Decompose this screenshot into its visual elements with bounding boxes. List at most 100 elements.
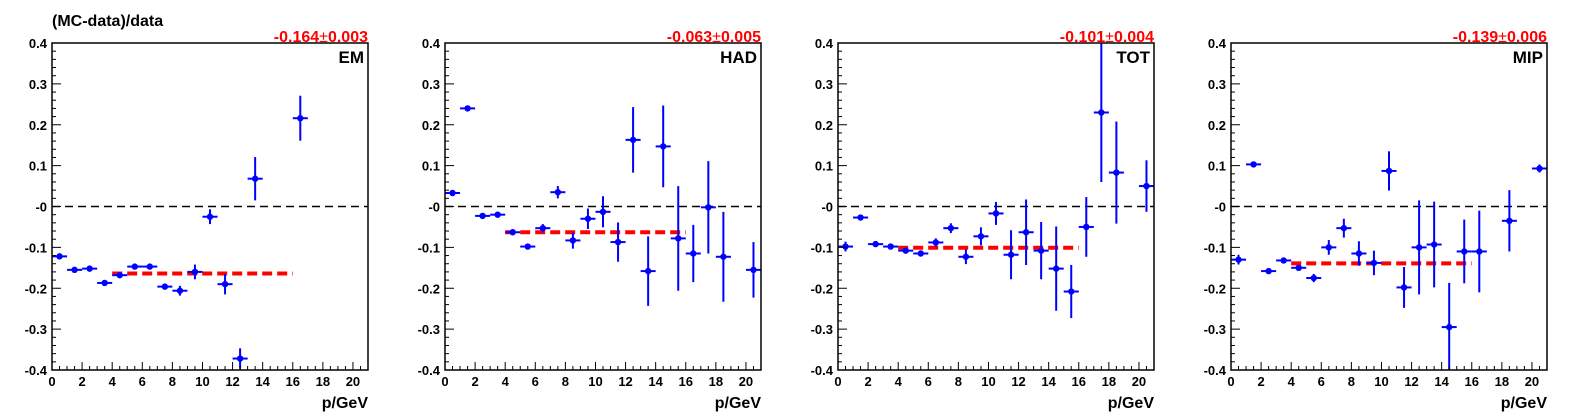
data-point	[1411, 200, 1427, 295]
fit-error: 0.006	[1507, 29, 1547, 46]
y-tick-label: 0.1	[1208, 159, 1226, 174]
point-marker	[146, 263, 154, 270]
point-marker	[1445, 323, 1453, 331]
data-point	[127, 263, 143, 270]
data-point	[460, 105, 476, 112]
data-point	[505, 229, 521, 236]
data-point	[1456, 219, 1472, 284]
panel-tot: 0 2 4 6 8 10 12 14 16 18 20 -0.4 -0.3 -0.2 -0.1 -0 0.1 0.…	[811, 29, 1155, 412]
x-tick-label: 4	[895, 374, 903, 389]
point-marker	[71, 266, 78, 274]
x-tick-label: 14	[648, 374, 663, 389]
data-point	[1351, 241, 1367, 266]
panel-em: 0 2 4 6 8 10 12 14 16 18 20 -0.4 -0.3 -0.2 -0.1 -0 0.1 0.…	[25, 29, 369, 412]
data-point	[535, 224, 551, 233]
data-point	[670, 186, 686, 291]
x-tick-label: 4	[1288, 374, 1296, 389]
y-tick-label: 0.3	[422, 77, 440, 92]
panel-label: MIP	[1513, 48, 1543, 67]
x-tick-label: 2	[471, 374, 478, 389]
point-marker	[705, 204, 712, 211]
x-tick-label: 4	[502, 374, 510, 389]
point-marker	[86, 265, 93, 272]
point-marker	[1113, 169, 1120, 176]
data-point	[1093, 43, 1109, 182]
data-point	[202, 209, 218, 225]
point-marker	[1310, 274, 1317, 282]
y-tick-label: -0.4	[418, 363, 441, 378]
point-marker	[675, 235, 682, 242]
fit-value: -0.101	[1060, 29, 1105, 46]
point-marker	[56, 253, 63, 260]
data-point	[550, 186, 566, 199]
x-tick-label: 0	[441, 374, 448, 389]
data-point	[232, 348, 248, 369]
data-point	[292, 95, 308, 141]
data-point	[913, 250, 929, 257]
data-point	[157, 283, 173, 290]
data-point	[1471, 210, 1487, 293]
point-marker	[629, 136, 637, 144]
point-marker	[932, 239, 940, 246]
data-point	[1396, 266, 1412, 308]
x-tick-label: 6	[139, 374, 146, 389]
point-marker	[1506, 217, 1513, 225]
y-tick-label: -0	[35, 200, 47, 215]
x-tick-label: 0	[1227, 374, 1234, 389]
figure-ylabel: (MC-data)/data	[52, 13, 163, 30]
x-tick-label: 20	[1525, 374, 1539, 389]
point-marker	[644, 267, 652, 275]
x-axis-label: p/GeV	[1108, 395, 1155, 412]
data-point	[610, 222, 626, 262]
fit-error: 0.005	[721, 29, 761, 46]
data-point	[520, 243, 536, 250]
point-marker	[887, 243, 894, 250]
fit-result: -0.101±0.004	[1060, 29, 1154, 46]
point-marker	[842, 243, 849, 250]
data-point	[655, 105, 671, 188]
data-point	[1426, 201, 1442, 288]
x-tick-label: 18	[1102, 374, 1116, 389]
point-marker	[599, 208, 607, 216]
data-point	[565, 232, 581, 249]
data-point	[52, 253, 68, 260]
y-tick-label: -0.2	[811, 281, 833, 296]
fit-value: -0.139	[1453, 29, 1498, 46]
x-axis-label: p/GeV	[715, 395, 762, 412]
x-axis-label: p/GeV	[322, 395, 369, 412]
x-tick-label: 0	[834, 374, 841, 389]
x-tick-label: 14	[255, 374, 270, 389]
y-tick-label: 0.4	[29, 36, 48, 51]
point-marker	[1037, 247, 1045, 254]
y-tick-label: -0.2	[25, 281, 47, 296]
point-marker	[659, 143, 667, 150]
data-point	[1276, 257, 1292, 264]
y-tick-label: 0.1	[815, 159, 833, 174]
fit-result: -0.139±0.006	[1453, 29, 1547, 46]
point-marker	[1295, 264, 1302, 272]
point-marker	[1052, 265, 1060, 272]
x-axis-label: p/GeV	[1501, 395, 1548, 412]
data-point	[1501, 190, 1517, 252]
point-marker	[1143, 182, 1150, 190]
point-marker	[690, 250, 697, 257]
point-marker	[1415, 244, 1423, 251]
point-marker	[236, 355, 244, 362]
point-marker	[569, 237, 577, 244]
x-tick-label: 16	[679, 374, 693, 389]
point-marker	[992, 210, 1000, 217]
x-tick-label: 10	[588, 374, 602, 389]
x-tick-label: 6	[925, 374, 932, 389]
point-marker	[1068, 288, 1075, 295]
y-tick-label: -0.3	[418, 322, 440, 337]
x-tick-label: 16	[1072, 374, 1086, 389]
y-tick-label: -0.3	[25, 322, 47, 337]
panel-label: TOT	[1116, 48, 1150, 67]
x-tick-label: 8	[562, 374, 569, 389]
y-tick-label: 0.1	[422, 159, 440, 174]
y-tick-label: 0.4	[422, 36, 441, 51]
data-point	[868, 240, 884, 248]
data-point	[82, 265, 98, 272]
x-tick-label: 20	[1132, 374, 1146, 389]
x-tick-label: 10	[981, 374, 995, 389]
